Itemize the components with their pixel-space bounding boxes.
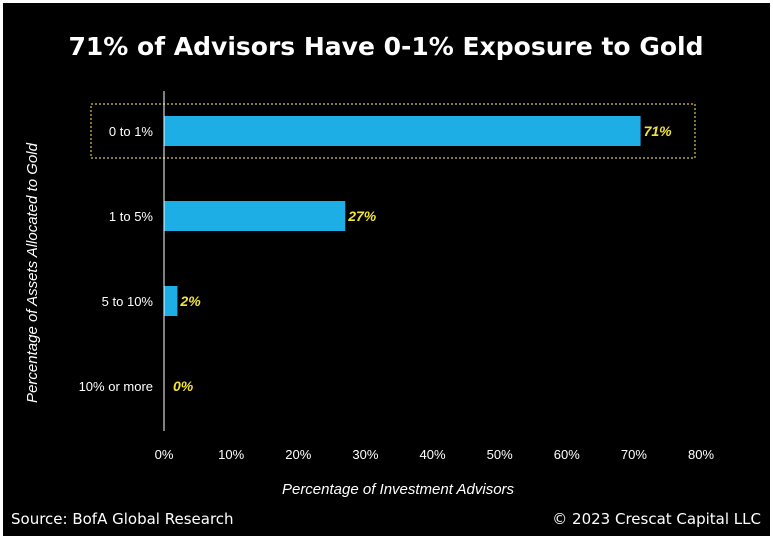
highlight-box: [90, 103, 696, 159]
source-note: Source: BofA Global Research: [11, 510, 234, 528]
value-label-0: 71%: [644, 123, 673, 139]
bar-1: [164, 201, 346, 231]
value-label-1: 27%: [347, 208, 377, 224]
x-tick-label-7: 70%: [621, 447, 647, 462]
chart-title: 71% of Advisors Have 0-1% Exposure to Go…: [69, 32, 704, 61]
bar-2: [164, 286, 178, 316]
category-label-3: 10% or more: [79, 379, 153, 394]
bar-0: [164, 116, 641, 146]
x-tick-label-5: 50%: [487, 447, 513, 462]
category-label-0: 0 to 1%: [109, 124, 154, 139]
chart-frame: 71% of Advisors Have 0-1% Exposure to Go…: [3, 3, 770, 536]
x-tick-label-1: 10%: [218, 447, 244, 462]
category-label-1: 1 to 5%: [109, 209, 154, 224]
copyright-note: © 2023 Crescat Capital LLC: [552, 510, 761, 528]
value-label-2: 2%: [179, 293, 201, 309]
x-axis-label: Percentage of Investment Advisors: [282, 481, 515, 498]
bar-chart: 71% of Advisors Have 0-1% Exposure to Go…: [11, 32, 761, 528]
value-label-3: 0%: [173, 378, 194, 394]
x-tick-label-2: 20%: [285, 447, 311, 462]
y-axis-label: Percentage of Assets Allocated to Gold: [24, 142, 41, 403]
category-label-2: 5 to 10%: [102, 294, 154, 309]
x-tick-label-3: 30%: [352, 447, 378, 462]
x-tick-label-6: 60%: [554, 447, 580, 462]
x-tick-label-0: 0%: [155, 447, 174, 462]
x-tick-label-4: 40%: [419, 447, 445, 462]
x-tick-label-8: 80%: [688, 447, 714, 462]
